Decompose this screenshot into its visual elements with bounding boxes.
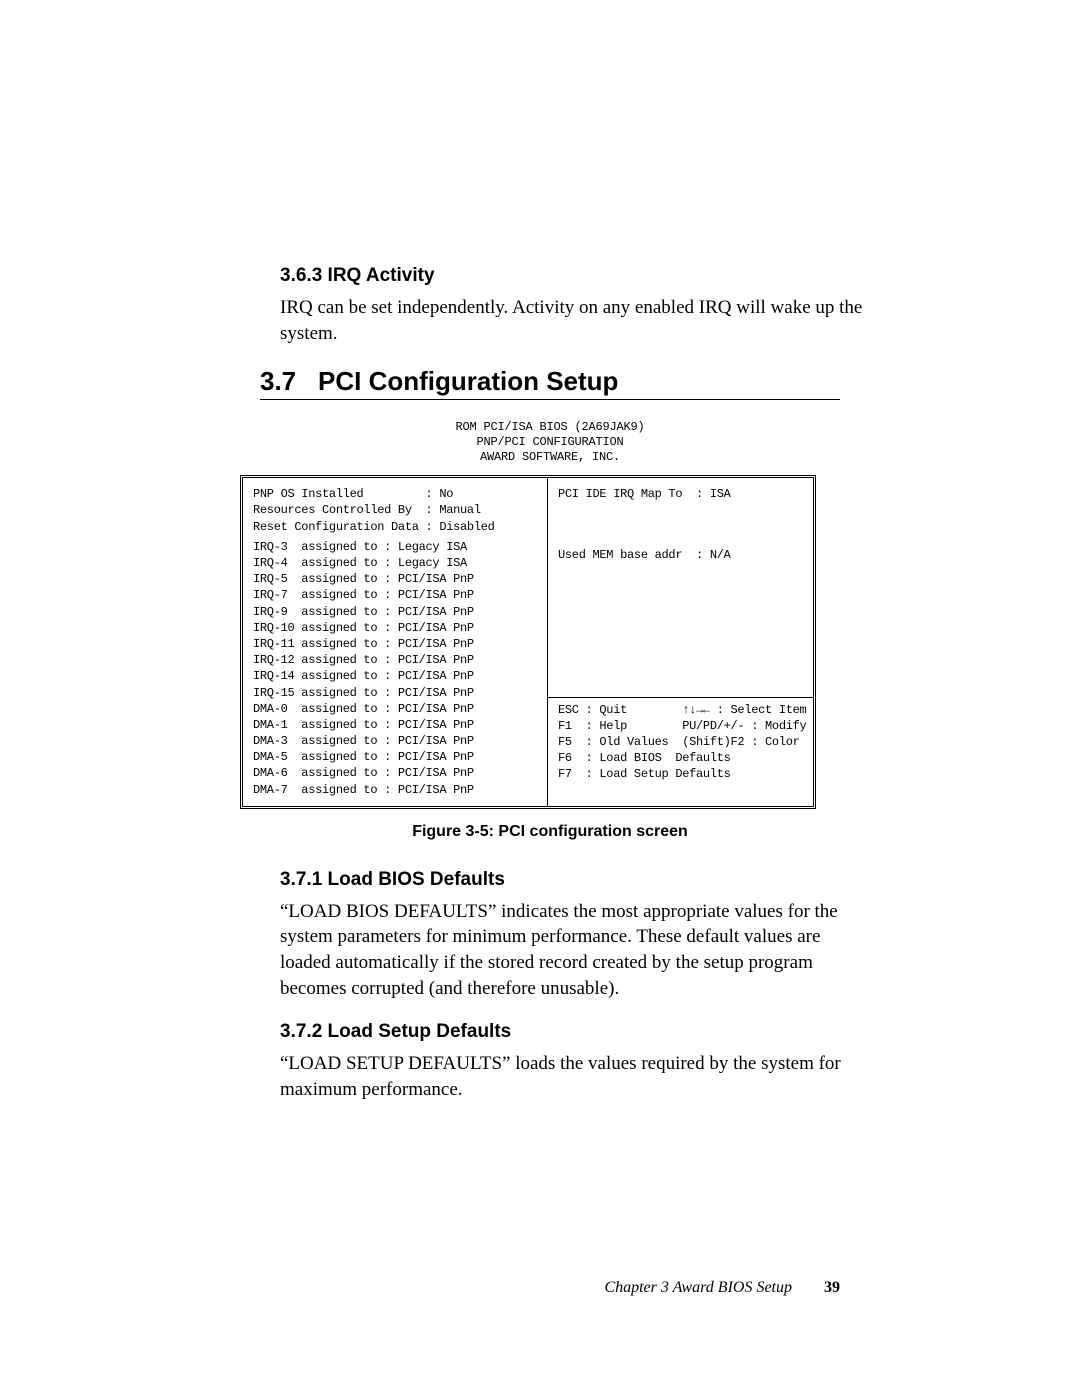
bios-header-l2: PNP/PCI CONFIGURATION: [240, 435, 860, 450]
bios-left-top: PNP OS Installed : No Resources Controll…: [243, 478, 548, 539]
section-37-title: 3.7 PCI Configuration Setup: [260, 366, 840, 397]
bios-right-col: Used MEM base addr : N/A ESC : Quit ↑↓→←…: [548, 539, 813, 806]
footer-page-number: 39: [824, 1279, 840, 1296]
heading-372: 3.7.2 Load Setup Defaults: [280, 1021, 870, 1043]
bios-header-l3: AWARD SOFTWARE, INC.: [240, 450, 860, 465]
bios-header: ROM PCI/ISA BIOS (2A69JAK9) PNP/PCI CONF…: [240, 420, 860, 465]
page: 3.6.3 IRQ Activity IRQ can be set indepe…: [0, 0, 1080, 1397]
bios-screen: PNP OS Installed : No Resources Controll…: [240, 475, 816, 809]
bios-right-mid: Used MEM base addr : N/A: [548, 539, 813, 698]
body-363: IRQ can be set independently. Activity o…: [280, 295, 870, 346]
section-title-text: PCI Configuration Setup: [318, 366, 618, 397]
bios-row-bottom: IRQ-3 assigned to : Legacy ISA IRQ-4 ass…: [243, 539, 813, 806]
figure-caption: Figure 3-5: PCI configuration screen: [240, 823, 860, 841]
bios-left-bottom: IRQ-3 assigned to : Legacy ISA IRQ-4 ass…: [243, 539, 548, 806]
section-rule: [260, 399, 840, 400]
heading-363: 3.6.3 IRQ Activity: [280, 265, 870, 287]
page-footer: Chapter 3 Award BIOS Setup 39: [280, 1279, 840, 1297]
body-372: “LOAD SETUP DEFAULTS” loads the values r…: [280, 1051, 870, 1102]
section-number: 3.7: [260, 366, 318, 397]
body-371: “LOAD BIOS DEFAULTS” indicates the most …: [280, 899, 870, 1002]
footer-chapter: Chapter 3 Award BIOS Setup: [604, 1279, 792, 1296]
heading-371: 3.7.1 Load BIOS Defaults: [280, 869, 870, 891]
bios-right-top: PCI IDE IRQ Map To : ISA: [548, 478, 813, 539]
bios-row-top: PNP OS Installed : No Resources Controll…: [243, 478, 813, 539]
bios-header-l1: ROM PCI/ISA BIOS (2A69JAK9): [240, 420, 860, 435]
bios-right-bottom: ESC : Quit ↑↓→← : Select Item F1 : Help …: [548, 698, 813, 806]
